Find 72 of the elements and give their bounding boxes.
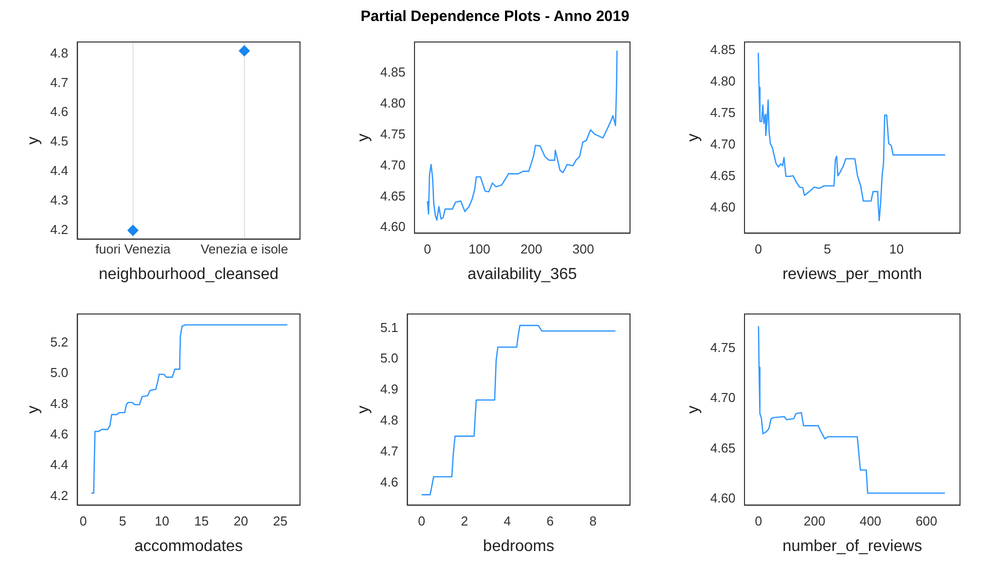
y-axis-title: y — [355, 134, 372, 142]
y-tick-label: 4.65 — [710, 168, 736, 183]
y-tick-label: 4.7 — [50, 74, 68, 90]
y-tick-label: 4.60 — [380, 219, 406, 234]
y-tick-label: 4.60 — [710, 200, 736, 215]
y-axis-title: y — [685, 134, 702, 142]
y-tick-label: 4.6 — [50, 104, 68, 120]
x-tick-label: 10 — [154, 514, 170, 529]
x-tick-label: 8 — [589, 514, 597, 529]
y-tick-label: 5.1 — [380, 320, 398, 335]
x-tick-label: 0 — [754, 242, 762, 257]
y-tick-label: 4.80 — [380, 95, 406, 110]
y-tick-label: 4.70 — [380, 157, 406, 172]
y-tick-label: 4.75 — [710, 340, 736, 355]
x-tick-label: 25 — [273, 514, 288, 529]
x-tick-label: 20 — [234, 514, 248, 529]
x-tick-label: 0 — [754, 514, 762, 529]
x-axis-title: reviews_per_month — [782, 266, 922, 283]
y-tick-label: 4.6 — [380, 474, 398, 490]
y-tick-label: 4.5 — [50, 134, 68, 149]
y-tick-label: 4.8 — [50, 45, 68, 60]
x-tick-label: 600 — [916, 514, 938, 529]
y-tick-label: 4.70 — [710, 390, 736, 406]
x-tick-label: 5 — [118, 514, 126, 529]
x-tick-label: 0 — [424, 242, 432, 257]
x-tick-label: 100 — [468, 242, 490, 257]
y-axis-title: y — [25, 136, 42, 145]
x-tick-label: 200 — [520, 242, 542, 257]
y-tick-label: 4.9 — [380, 382, 398, 397]
y-tick-label: 4.80 — [710, 73, 736, 88]
x-axis-title: availability_365 — [468, 266, 578, 283]
x-axis-title: neighbourhood_cleansed — [98, 266, 278, 283]
y-tick-label: 4.7 — [380, 444, 398, 459]
x-tick-label: 15 — [194, 514, 209, 529]
y-tick-label: 4.3 — [50, 192, 68, 208]
y-tick-label: 4.2 — [50, 222, 68, 237]
y-tick-label: 4.8 — [50, 396, 68, 411]
y-tick-label: 5.2 — [50, 334, 68, 350]
x-tick-label: 300 — [572, 242, 594, 257]
y-tick-label: 4.75 — [380, 126, 406, 142]
y-tick-label: 4.4 — [50, 457, 68, 472]
x-axis-title: number_of_reviews — [782, 538, 922, 555]
x-tick-label: fuori Venezia — [95, 242, 172, 257]
y-tick-label: 4.85 — [380, 64, 406, 80]
y-axis-title: y — [355, 406, 372, 414]
y-tick-label: 4.75 — [710, 104, 736, 120]
y-axis-title: y — [685, 406, 702, 414]
y-tick-label: 5.0 — [50, 365, 68, 380]
y-tick-label: 4.6 — [50, 426, 68, 442]
chart-title: Partial Dependence Plots - Anno 2019 — [360, 7, 630, 27]
x-tick-label: Venezia e isole — [200, 242, 288, 257]
x-tick-label: 200 — [804, 514, 826, 529]
y-tick-label: 5.0 — [380, 350, 398, 366]
x-tick-label: 2 — [460, 514, 468, 529]
y-tick-label: 4.4 — [50, 163, 68, 178]
x-axis-title: accommodates — [134, 538, 243, 555]
x-tick-label: 4 — [504, 514, 511, 529]
y-tick-label: 4.65 — [710, 440, 736, 456]
x-tick-label: 10 — [889, 242, 904, 257]
x-tick-label: 6 — [546, 514, 554, 529]
y-tick-label: 4.70 — [710, 136, 736, 152]
x-tick-label: 0 — [418, 514, 426, 529]
x-tick-label: 5 — [824, 242, 832, 257]
y-axis-title: y — [25, 406, 42, 414]
y-tick-label: 4.2 — [50, 488, 68, 503]
y-tick-label: 4.60 — [710, 490, 736, 506]
y-tick-label: 4.65 — [380, 188, 406, 204]
x-axis-title: bedrooms — [483, 538, 554, 555]
x-tick-label: 0 — [80, 514, 87, 529]
y-tick-label: 4.8 — [380, 412, 398, 428]
x-tick-label: 400 — [860, 514, 882, 529]
y-tick-label: 4.85 — [710, 42, 736, 57]
